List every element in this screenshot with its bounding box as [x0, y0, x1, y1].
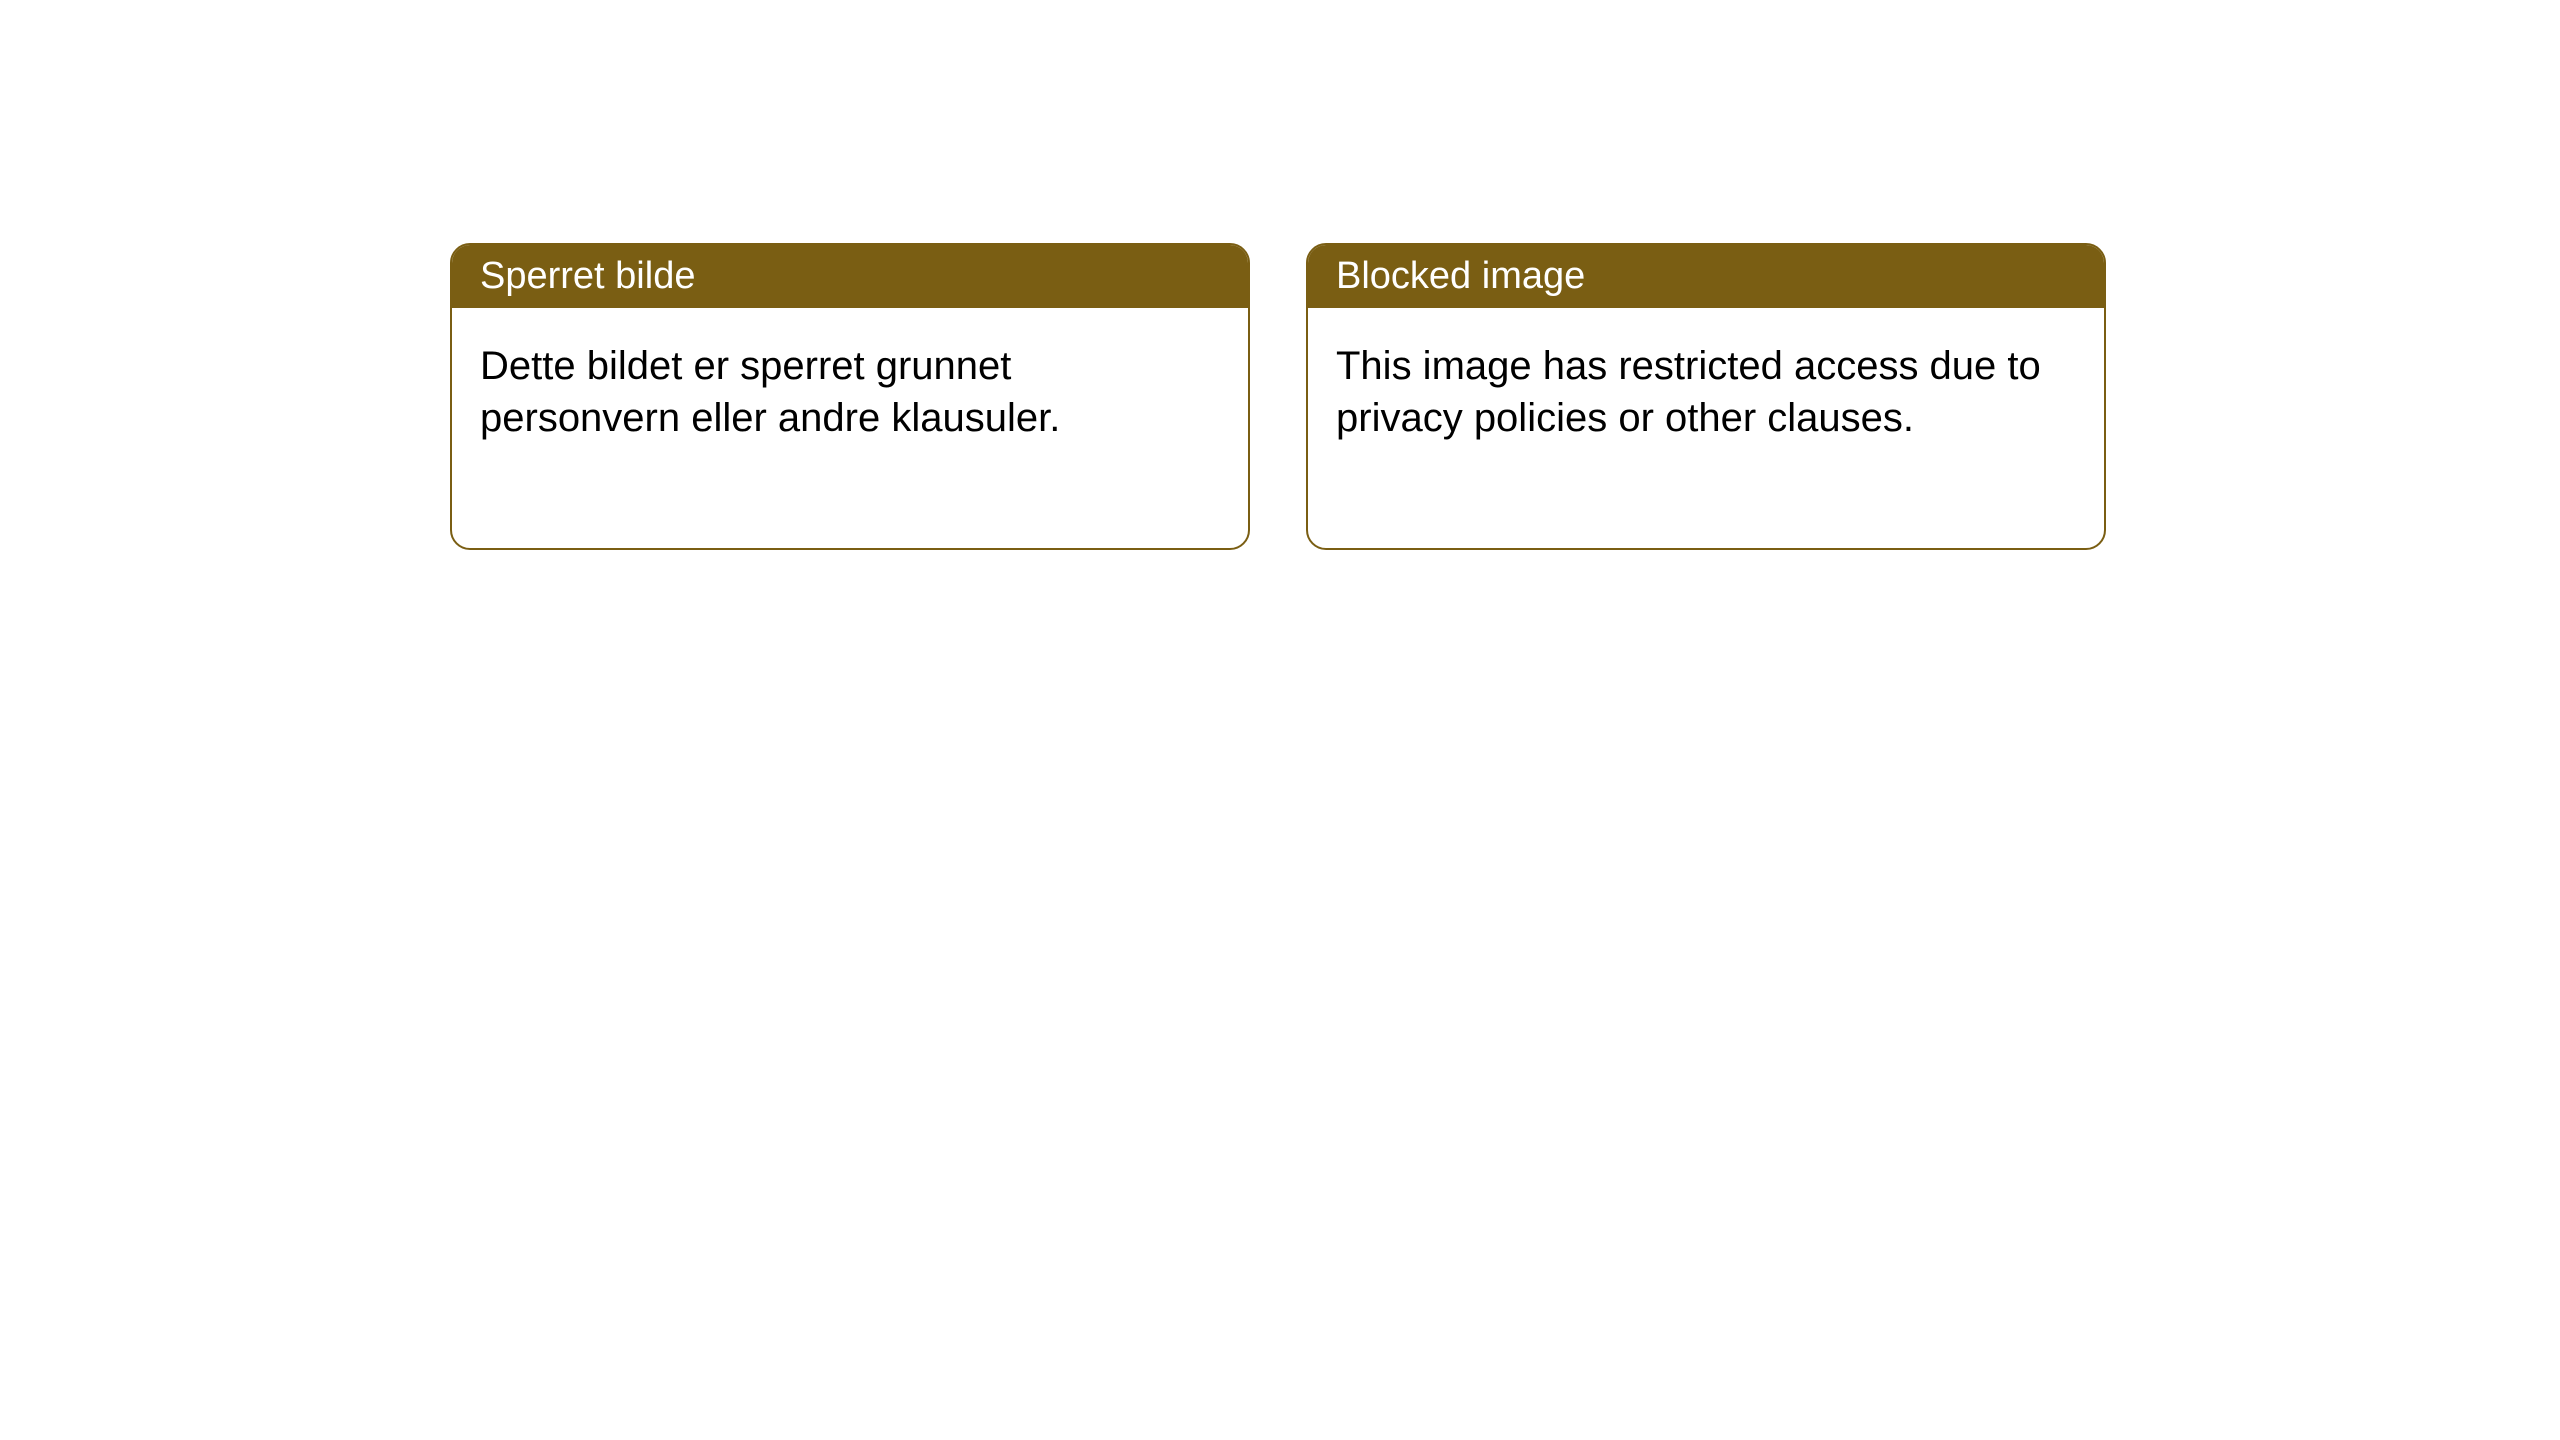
card-header: Sperret bilde — [452, 245, 1248, 308]
card-title: Sperret bilde — [480, 255, 695, 297]
card-body-text: This image has restricted access due to … — [1336, 344, 2041, 440]
cards-container: Sperret bilde Dette bildet er sperret gr… — [0, 0, 2560, 550]
blocked-image-card-en: Blocked image This image has restricted … — [1306, 243, 2106, 550]
blocked-image-card-no: Sperret bilde Dette bildet er sperret gr… — [450, 243, 1250, 550]
card-body-text: Dette bildet er sperret grunnet personve… — [480, 344, 1060, 440]
card-title: Blocked image — [1336, 255, 1585, 297]
card-header: Blocked image — [1308, 245, 2104, 308]
card-body: This image has restricted access due to … — [1308, 308, 2104, 548]
card-body: Dette bildet er sperret grunnet personve… — [452, 308, 1248, 548]
